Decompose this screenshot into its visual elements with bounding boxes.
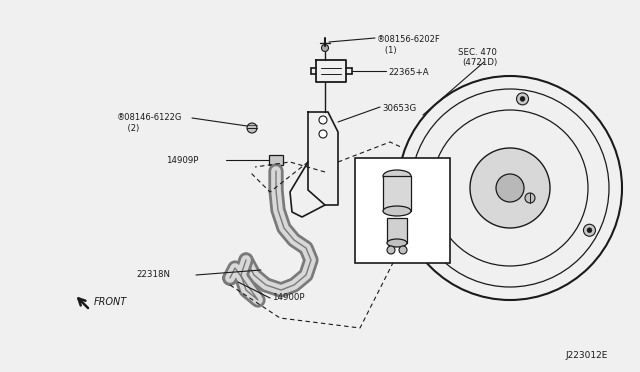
- Text: (4721D): (4721D): [462, 58, 497, 67]
- Circle shape: [516, 93, 529, 105]
- Ellipse shape: [383, 170, 411, 182]
- Circle shape: [426, 224, 431, 228]
- Text: FRONT: FRONT: [94, 297, 127, 307]
- Text: SEC. 305: SEC. 305: [363, 233, 397, 242]
- Circle shape: [520, 96, 525, 102]
- Ellipse shape: [387, 239, 407, 247]
- Text: ®08146-6122G
    (2): ®08146-6122G (2): [117, 113, 182, 133]
- Text: 14900P: 14900P: [272, 293, 305, 302]
- Circle shape: [525, 193, 535, 203]
- Text: 22365+A: 22365+A: [388, 68, 429, 77]
- Circle shape: [422, 220, 435, 232]
- Circle shape: [247, 123, 257, 133]
- Bar: [269, 155, 283, 165]
- Text: MT: MT: [429, 162, 442, 171]
- Circle shape: [399, 246, 407, 254]
- Circle shape: [319, 116, 327, 124]
- Bar: [271, 165, 281, 171]
- Circle shape: [584, 224, 595, 236]
- Circle shape: [587, 228, 592, 233]
- Bar: [355, 158, 450, 263]
- Text: ®08156-6202F
   (1): ®08156-6202F (1): [377, 35, 441, 55]
- Text: 22318N: 22318N: [136, 270, 170, 279]
- Circle shape: [227, 275, 234, 282]
- Text: 14909P: 14909P: [166, 156, 198, 165]
- Circle shape: [223, 271, 237, 285]
- Circle shape: [470, 148, 550, 228]
- Text: 30653G: 30653G: [382, 104, 416, 113]
- Ellipse shape: [383, 206, 411, 216]
- Bar: [387, 218, 407, 243]
- Bar: [383, 176, 411, 211]
- Circle shape: [319, 130, 327, 138]
- Text: J223012E: J223012E: [565, 351, 607, 360]
- Text: (30609): (30609): [363, 245, 394, 254]
- Circle shape: [321, 45, 328, 51]
- Circle shape: [387, 246, 395, 254]
- Circle shape: [496, 174, 524, 202]
- Text: SEC. 470: SEC. 470: [458, 48, 497, 57]
